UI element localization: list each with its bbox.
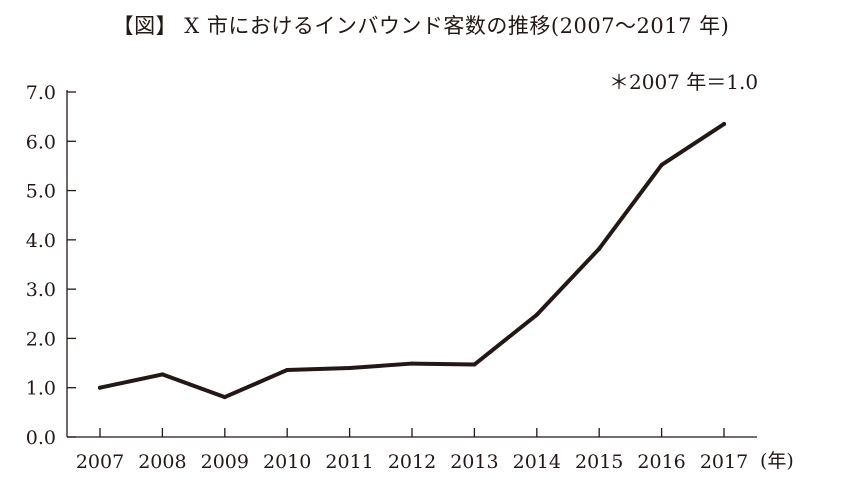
y-tick-label: 7.0 bbox=[26, 82, 56, 104]
data-point bbox=[659, 162, 664, 167]
chart-note: ＊2007 年＝1.0 bbox=[609, 70, 759, 94]
x-tick-label: 2014 bbox=[513, 451, 561, 473]
data-point bbox=[160, 372, 165, 377]
data-point bbox=[285, 367, 290, 372]
y-tick-label: 6.0 bbox=[26, 131, 56, 153]
data-point bbox=[472, 362, 477, 367]
y-tick-label: 3.0 bbox=[26, 279, 56, 301]
x-tick-label: 2009 bbox=[201, 451, 249, 473]
data-point bbox=[534, 312, 539, 317]
chart-title: 【図】 X 市におけるインバウンド客数の推移(2007〜2017 年) bbox=[112, 14, 730, 38]
y-tick-label: 0.0 bbox=[26, 427, 56, 449]
x-tick-label: 2007 bbox=[76, 451, 124, 473]
x-tick-label: 2013 bbox=[450, 451, 498, 473]
x-tick-label: 2015 bbox=[575, 451, 623, 473]
y-tick-label: 1.0 bbox=[26, 378, 56, 400]
axes bbox=[66, 90, 757, 438]
x-tick-label: 2010 bbox=[263, 451, 311, 473]
x-tick-label: 2012 bbox=[388, 451, 436, 473]
x-tick-label: 2016 bbox=[637, 451, 685, 473]
x-axis-unit: (年) bbox=[760, 450, 794, 472]
y-tick-label: 4.0 bbox=[26, 230, 56, 252]
data-point bbox=[410, 361, 414, 366]
y-axis-ticks: 0.0 1.0 2.0 3.0 4.0 5.0 6.0 7.0 bbox=[26, 82, 76, 449]
series-line bbox=[98, 122, 726, 400]
x-tick-label: 2011 bbox=[325, 451, 373, 473]
x-tick-label: 2008 bbox=[138, 451, 186, 473]
data-point bbox=[597, 246, 602, 251]
y-tick-label: 2.0 bbox=[26, 328, 56, 350]
x-tick-label: 2017 bbox=[700, 451, 748, 473]
data-point bbox=[722, 122, 726, 127]
y-tick-label: 5.0 bbox=[26, 181, 56, 203]
data-point bbox=[98, 385, 102, 390]
data-point bbox=[222, 395, 227, 400]
series-group bbox=[98, 122, 726, 400]
x-axis-ticks: 2007 2008 2009 2010 2011 2012 2013 2014 2015 2016… bbox=[76, 428, 794, 473]
data-point bbox=[347, 366, 352, 370]
